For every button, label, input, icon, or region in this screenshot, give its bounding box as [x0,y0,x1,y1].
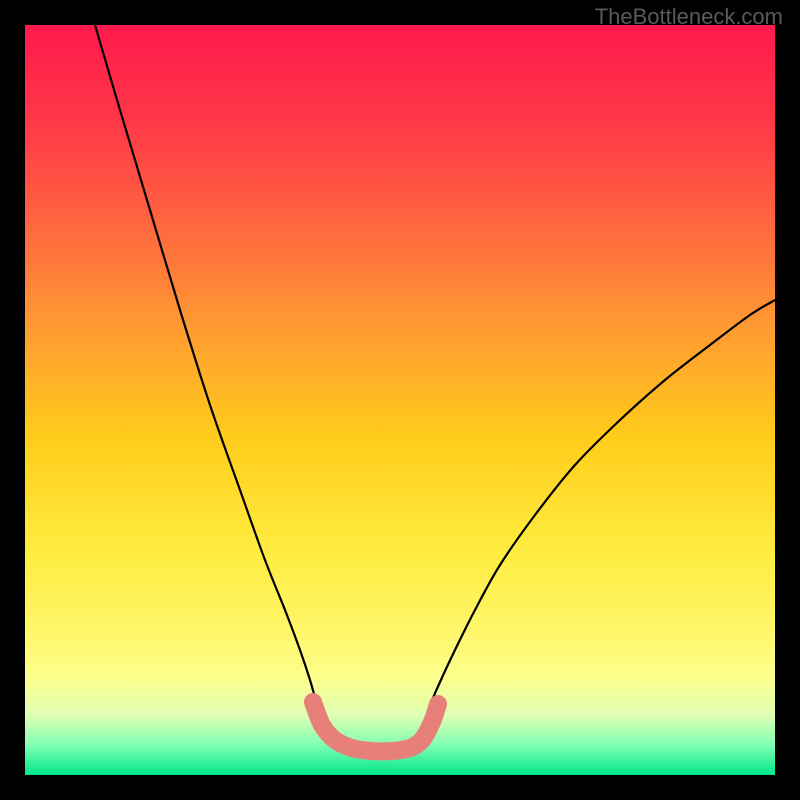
chart-svg [0,0,800,800]
chart-canvas: TheBottleneck.com [0,0,800,800]
watermark-text: TheBottleneck.com [595,4,783,30]
plot-background [25,25,775,775]
